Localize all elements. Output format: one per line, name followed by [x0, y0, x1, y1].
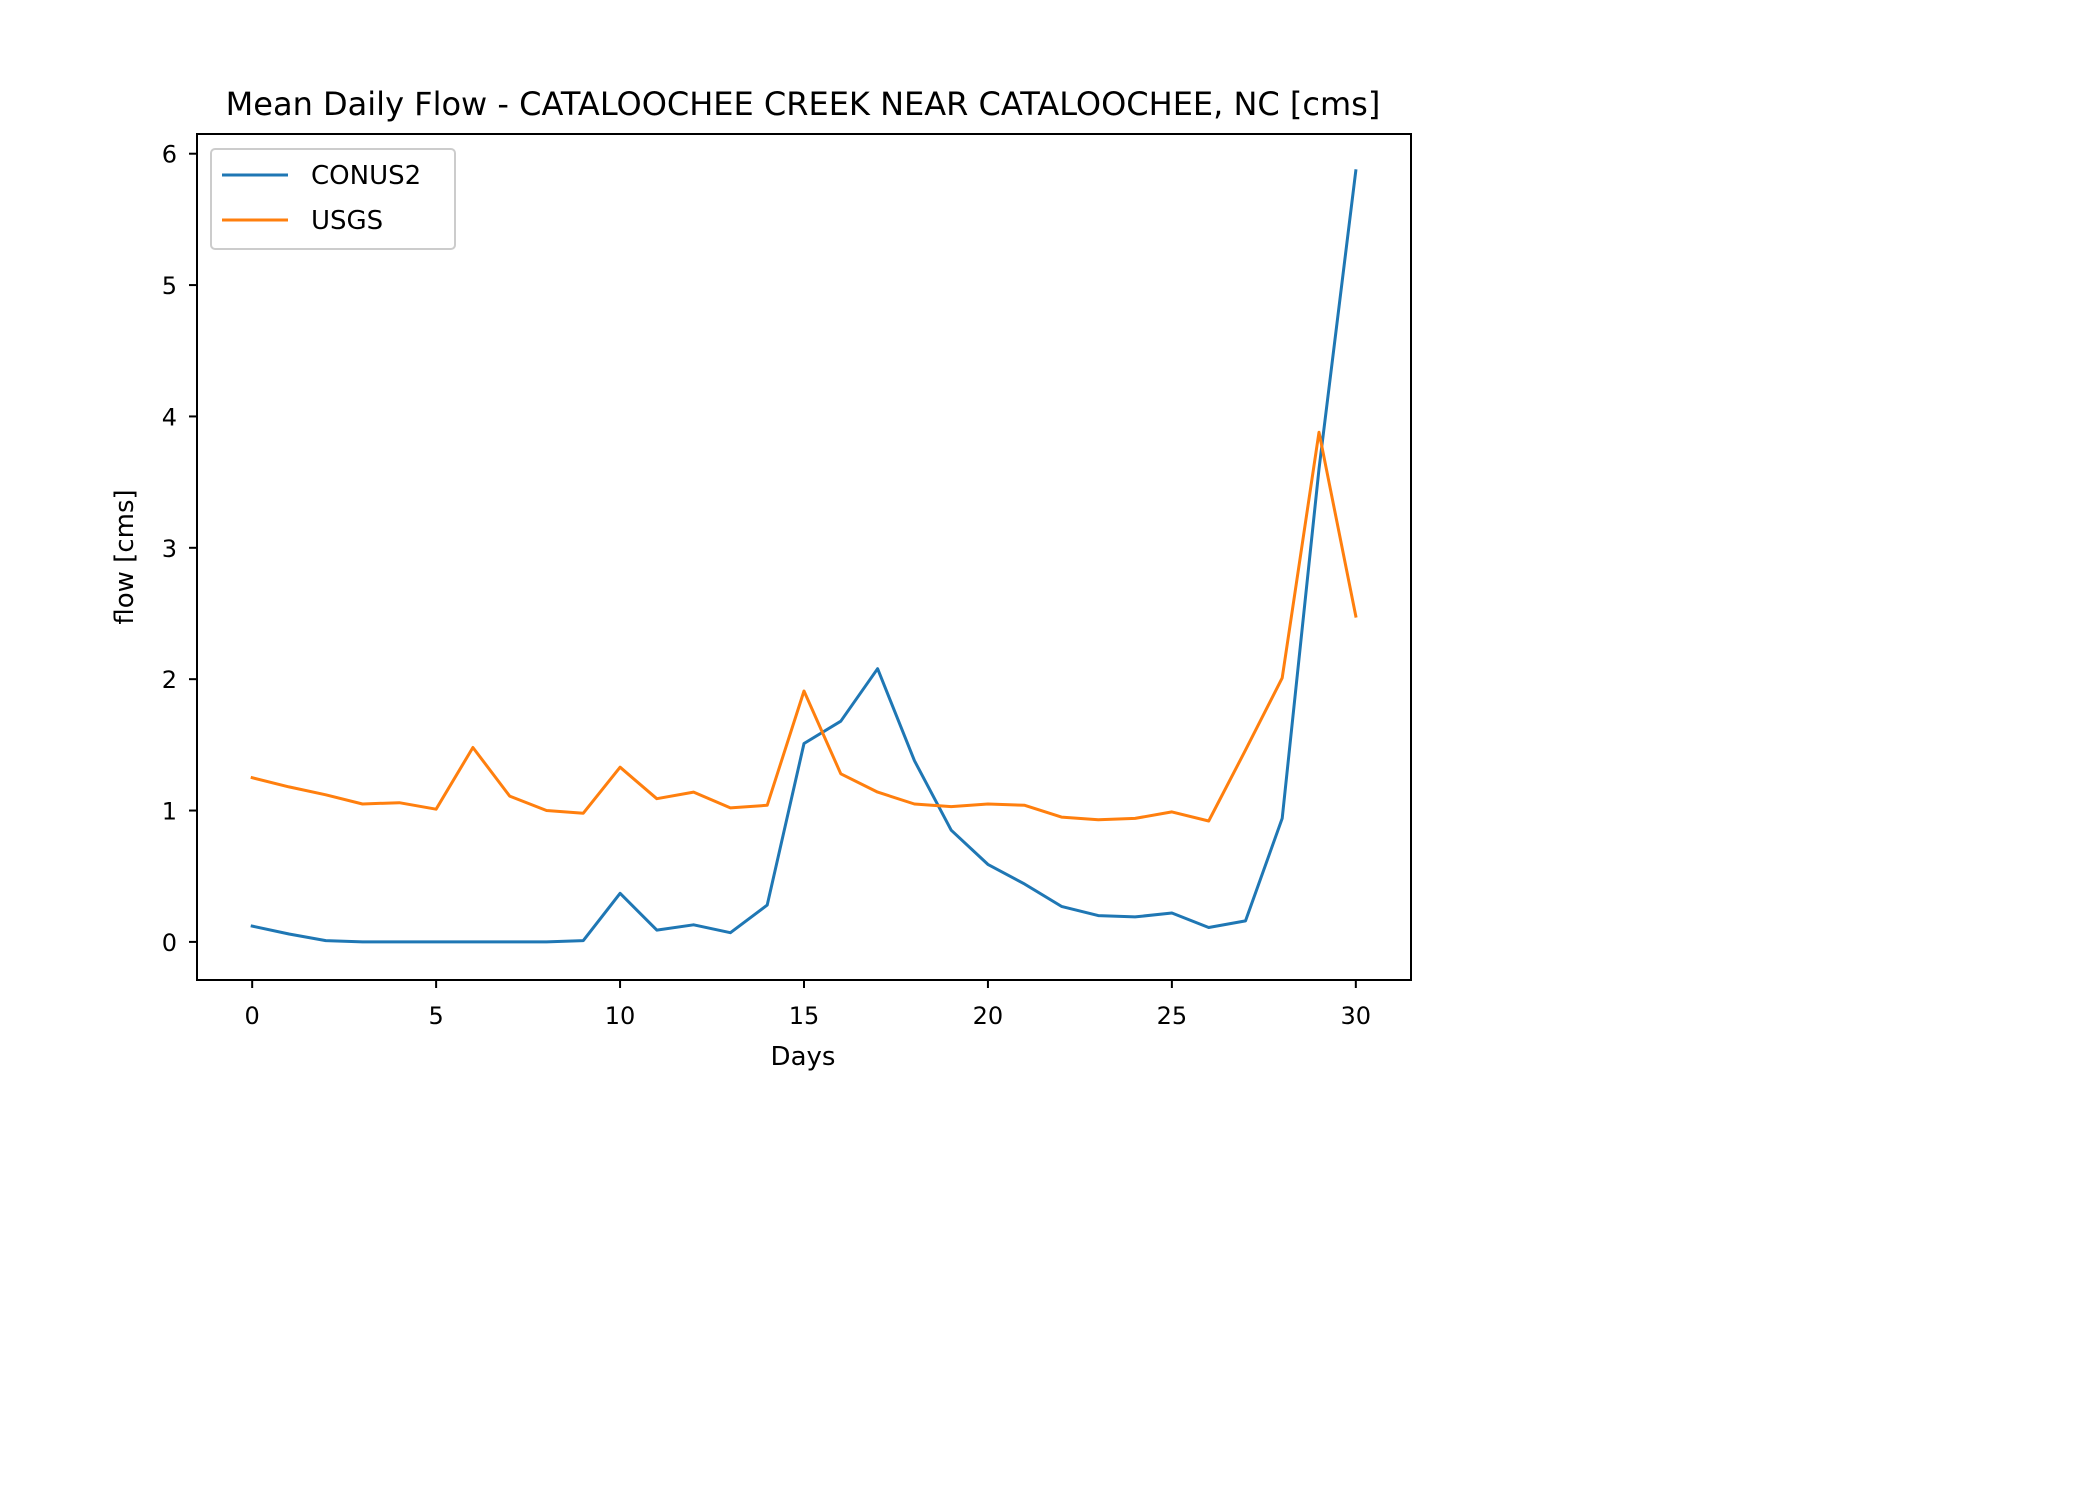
y-tick-label: 0 — [162, 929, 177, 957]
x-tick-label: 10 — [605, 1002, 636, 1030]
x-tick-label: 25 — [1157, 1002, 1188, 1030]
y-tick-label: 6 — [162, 141, 177, 169]
y-tick-label: 1 — [162, 798, 177, 826]
series-line-usgs — [250, 430, 1358, 823]
series-line-conus2 — [250, 169, 1358, 944]
plot-frame — [196, 133, 1412, 981]
x-axis-ticks: 0 5 10 15 20 25 30 — [245, 980, 1372, 1030]
x-axis-label: Days — [771, 1042, 836, 1072]
chart-title: Mean Daily Flow - CATALOOCHEE CREEK NEAR… — [226, 85, 1381, 123]
x-tick-label: 20 — [973, 1002, 1004, 1030]
legend: CONUS2 USGS — [210, 148, 456, 250]
y-tick-label: 5 — [162, 272, 177, 300]
chart: Mean Daily Flow - CATALOOCHEE CREEK NEAR… — [110, 85, 1412, 1072]
legend-label-usgs: USGS — [311, 206, 383, 236]
x-tick-label: 5 — [428, 1002, 443, 1030]
legend-label-conus2: CONUS2 — [311, 161, 421, 191]
y-axis-ticks: 0 1 2 3 4 5 6 — [162, 141, 197, 957]
y-tick-label: 3 — [162, 535, 177, 563]
x-tick-label: 0 — [245, 1002, 260, 1030]
y-tick-label: 2 — [162, 666, 177, 694]
y-tick-label: 4 — [162, 403, 177, 431]
x-tick-label: 15 — [789, 1002, 820, 1030]
y-axis-label: flow [cms] — [110, 489, 140, 624]
x-tick-label: 30 — [1341, 1002, 1372, 1030]
plot-lines — [250, 169, 1358, 944]
